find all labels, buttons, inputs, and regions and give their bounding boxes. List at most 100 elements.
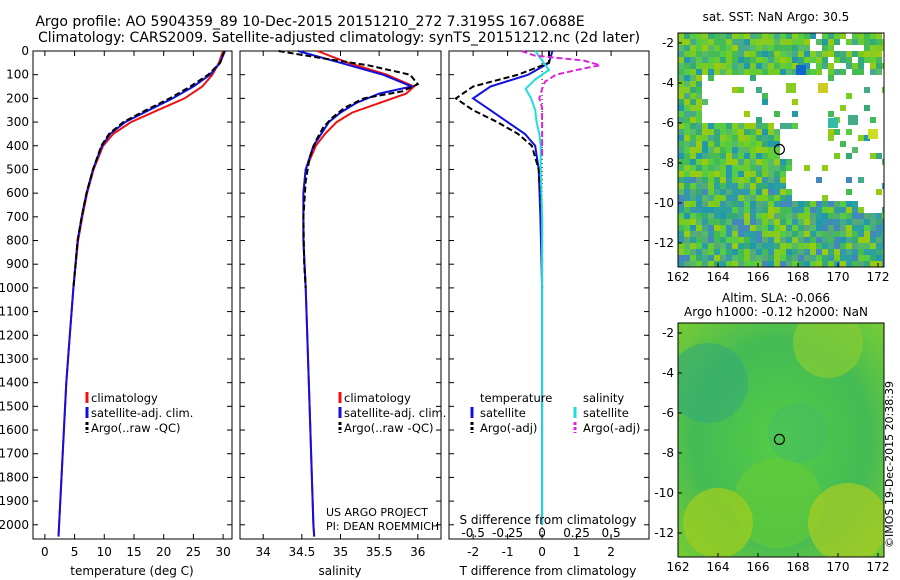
- sst-pixel: [756, 255, 762, 261]
- sst-pixel: [780, 183, 786, 189]
- argo-position-marker: [773, 143, 786, 156]
- sst-pixel: [690, 261, 696, 267]
- sst-pixel: [738, 231, 744, 237]
- sst-pixel: [720, 153, 726, 159]
- sst-pixel: [756, 87, 762, 93]
- s-diff-tick-label: -0.5: [461, 526, 484, 540]
- sst-pixel: [702, 177, 708, 183]
- sst-pixel: [792, 39, 798, 45]
- sst-pixel: [798, 33, 804, 39]
- sst-pixel: [690, 207, 696, 213]
- sst-pixel: [756, 201, 762, 207]
- sst-pixel: [726, 33, 732, 39]
- depth-tick-label: 1300: [0, 352, 29, 366]
- sst-pixel: [684, 255, 690, 261]
- sst-pixel: [828, 201, 834, 207]
- sst-pixel: [744, 243, 750, 249]
- sst-pixel: [816, 69, 822, 75]
- sst-pixel: [816, 57, 822, 63]
- sst-pixel: [846, 207, 852, 213]
- sst-pixel: [762, 69, 768, 75]
- sst-pixel: [690, 147, 696, 153]
- sst-pixel: [720, 237, 726, 243]
- sst-pixel: [828, 111, 834, 117]
- sst-pixel: [852, 213, 858, 219]
- sst-pixel: [846, 57, 852, 63]
- sst-pixel: [792, 237, 798, 243]
- sst-pixel: [714, 225, 720, 231]
- sst-pixel: [690, 159, 696, 165]
- sst-pixel: [696, 99, 702, 105]
- depth-tick-label: 1200: [0, 328, 29, 342]
- sst-pixel: [786, 159, 792, 165]
- sst-pixel: [684, 177, 690, 183]
- sst-pixel: [786, 83, 796, 93]
- sst-pixel: [780, 261, 786, 267]
- sst-pixel: [858, 249, 864, 255]
- sst-pixel: [726, 69, 732, 75]
- lon-tick-label: 172: [867, 270, 890, 284]
- sst-pixel: [684, 261, 690, 267]
- sst-pixel: [750, 213, 756, 219]
- lat-tick-label: -2: [662, 36, 674, 50]
- sst-pixel: [684, 129, 690, 135]
- sst-pixel: [702, 171, 708, 177]
- sst-pixel: [702, 249, 708, 255]
- sst-pixel: [750, 237, 756, 243]
- sst-pixel: [696, 159, 702, 165]
- sst-pixel: [774, 135, 780, 141]
- sst-pixel: [756, 51, 762, 57]
- sst-pixel: [738, 219, 744, 225]
- sst-pixel: [852, 63, 858, 69]
- sst-pixel: [750, 243, 756, 249]
- sst-pixel: [726, 57, 732, 63]
- legend3-s-argo-label: Argo(-adj): [583, 421, 640, 435]
- sst-pixel: [756, 219, 762, 225]
- sst-pixel: [684, 69, 690, 75]
- sst-pixel: [852, 33, 858, 39]
- sst-pixel: [720, 69, 726, 75]
- sst-pixel: [702, 237, 708, 243]
- sst-pixel: [768, 63, 774, 69]
- sst-pixel: [696, 123, 702, 129]
- sla-anomaly-blob: [683, 488, 753, 557]
- sst-pixel: [714, 177, 720, 183]
- sst-pixel: [738, 135, 744, 141]
- sst-pixel: [774, 159, 780, 165]
- sst-pixel: [870, 57, 876, 63]
- sst-pixel: [738, 51, 744, 57]
- sst-pixel: [762, 255, 768, 261]
- sst-pixel: [768, 45, 774, 51]
- sst-pixel: [846, 201, 852, 207]
- sst-pixel: [690, 45, 696, 51]
- sst-pixel: [762, 159, 768, 165]
- sst-pixel: [852, 255, 858, 261]
- sst-pixel: [744, 213, 750, 219]
- sst-pixel: [798, 225, 804, 231]
- sst-pixel: [750, 207, 756, 213]
- sst-pixel: [726, 147, 732, 153]
- sst-pixel: [798, 249, 804, 255]
- sst-pixel: [780, 45, 786, 51]
- sst-pixel: [732, 39, 738, 45]
- sst-pixel: [786, 39, 792, 45]
- sst-pixel: [780, 171, 786, 177]
- sst-pixel: [720, 189, 726, 195]
- sst-pixel: [804, 261, 810, 267]
- sst-pixel: [822, 207, 828, 213]
- sst-pixel: [702, 141, 708, 147]
- sst-pixel: [696, 39, 702, 45]
- sst-pixel: [804, 63, 810, 69]
- sst-pixel: [822, 57, 828, 63]
- sst-pixel: [714, 213, 720, 219]
- sst-pixel: [816, 63, 822, 69]
- sst-pixel: [726, 261, 732, 267]
- legend3-s-satellite-label: satellite: [583, 406, 629, 420]
- sst-pixel: [732, 249, 738, 255]
- sst-pixel: [780, 207, 786, 213]
- sst-pixel: [720, 201, 726, 207]
- sst-pixel: [792, 33, 798, 39]
- sst-pixel: [762, 135, 768, 141]
- sst-pixel: [678, 147, 684, 153]
